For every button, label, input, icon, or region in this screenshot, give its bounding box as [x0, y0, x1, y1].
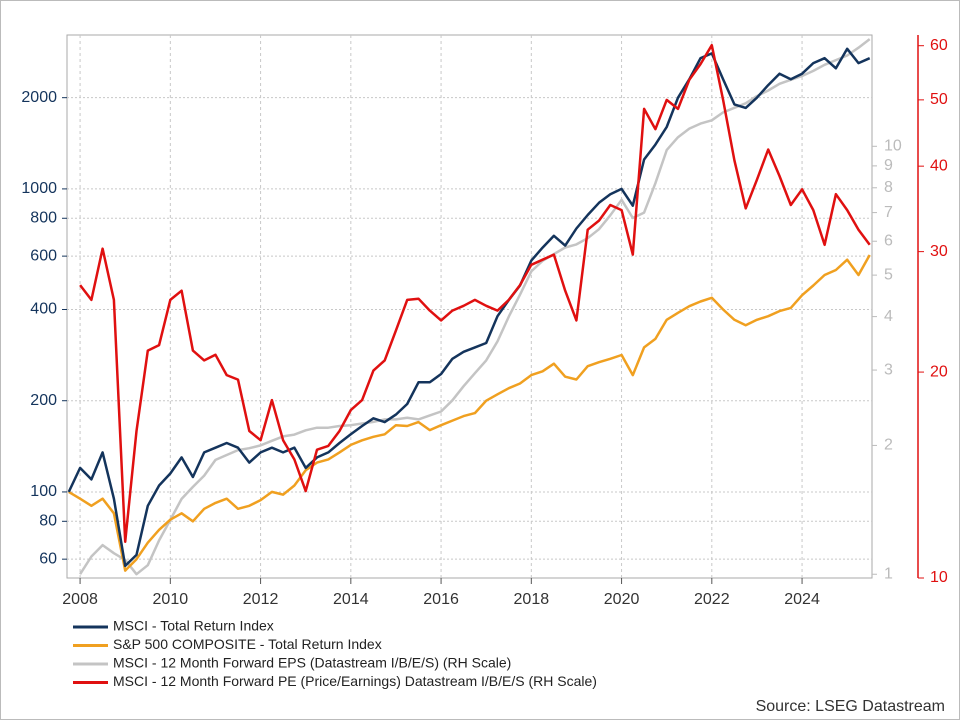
y3-tick-label: 40 [930, 157, 948, 174]
y3-tick-label: 20 [930, 363, 948, 380]
legend-label: S&P 500 COMPOSITE - Total Return Index [113, 636, 382, 652]
y2-tick-label: 9 [884, 157, 893, 174]
x-tick-label: 2020 [604, 591, 640, 608]
x-tick-label: 2012 [243, 591, 279, 608]
y-tick-label: 2000 [21, 89, 57, 106]
x-tick-label: 2016 [423, 591, 459, 608]
plot-border [66, 34, 873, 579]
y3-tick-label: 60 [930, 37, 948, 54]
y-tick-label: 60 [39, 550, 57, 567]
y2-tick-label: 4 [884, 308, 893, 325]
legend-label: MSCI - 12 Month Forward EPS (Datastream … [113, 655, 511, 671]
y-tick-label: 1000 [21, 180, 57, 197]
y2-tick-label: 5 [884, 266, 893, 283]
y-tick-label: 200 [30, 392, 57, 409]
legend-label: MSCI - Total Return Index [113, 618, 274, 634]
y2-tick-label: 1 [884, 565, 893, 582]
series-line [79, 43, 871, 543]
y2-tick-label: 2 [884, 437, 893, 454]
x-tick-label: 2008 [62, 591, 98, 608]
x-tick-label: 2014 [333, 591, 369, 608]
y3-tick-label: 50 [930, 91, 948, 108]
y3-tick-label: 10 [930, 569, 948, 586]
x-tick-label: 2022 [694, 591, 730, 608]
x-tick-label: 2024 [784, 591, 820, 608]
legend-label: MSCI - 12 Month Forward PE (Price/Earnin… [113, 673, 597, 689]
x-tick-label: 2018 [514, 591, 550, 608]
series-line [68, 254, 871, 572]
y-tick-label: 80 [39, 513, 57, 530]
x-tick-label: 2010 [153, 591, 189, 608]
y-tick-label: 600 [30, 247, 57, 264]
source: Source: LSEG Datastream [756, 698, 945, 715]
y-tick-label: 100 [30, 483, 57, 500]
y2-tick-label: 3 [884, 361, 893, 378]
y2-tick-label: 6 [884, 232, 893, 249]
series-line [67, 47, 871, 568]
y2-tick-label: 10 [884, 138, 902, 155]
y2-tick-label: 7 [884, 204, 893, 221]
y3-tick-label: 30 [930, 243, 948, 260]
y-tick-label: 800 [30, 209, 57, 226]
y2-tick-label: 8 [884, 179, 893, 196]
y-tick-label: 400 [30, 301, 57, 318]
